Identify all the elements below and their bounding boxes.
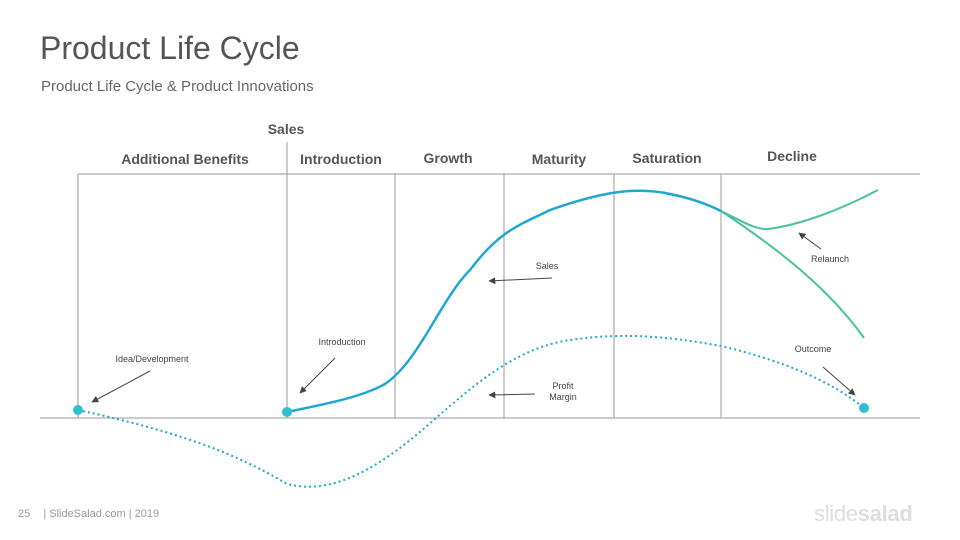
sales-arrow [488, 277, 553, 285]
relaunch-arrow [798, 232, 822, 250]
annotation-outcome: Outcome [795, 344, 832, 354]
page-title: Product Life Cycle [40, 30, 300, 66]
introduction-arrow [299, 357, 336, 394]
footer-credit: | SlideSalad.com | 2019 [43, 508, 160, 520]
phase-label-decline: Decline [767, 148, 817, 164]
slidesalad-logo: slidesalad [814, 501, 913, 527]
relaunch-curve [720, 189, 879, 231]
phase-label-additional-benefits: Additional Benefits [121, 151, 249, 167]
page-subtitle: Product Life Cycle & Product Innovations [41, 78, 314, 95]
profit-arrow [488, 391, 536, 399]
sales-axis-label: Sales [268, 121, 305, 137]
annotation-sales: Sales [536, 261, 559, 271]
annotation-profit: Profit [552, 381, 574, 391]
footer: 25 | SlideSalad.com | 2019 [18, 508, 159, 520]
page-number: 25 [18, 508, 31, 520]
sales-curve [286, 189, 722, 414]
outcome-arrow [822, 366, 856, 396]
annotation-margin: Margin [549, 392, 577, 402]
annotation-idea: Idea/Development [115, 354, 189, 364]
phase-label-growth: Growth [424, 150, 473, 166]
outcome-marker [859, 403, 869, 413]
decline-curve [720, 210, 865, 339]
idea-marker [73, 405, 83, 415]
annotation-introduction: Introduction [318, 337, 365, 347]
phase-label-introduction: Introduction [300, 151, 382, 167]
introduction-marker [282, 407, 292, 417]
logo-part-slide: slide [814, 501, 858, 526]
logo-part-salad: salad [857, 501, 913, 526]
phase-label-maturity: Maturity [532, 151, 587, 167]
phase-label-saturation: Saturation [632, 150, 701, 166]
phase-grid [40, 142, 920, 419]
annotation-relaunch: Relaunch [811, 254, 849, 264]
profit-margin-curve [77, 334, 865, 488]
idea-arrow [91, 370, 151, 403]
annotation-arrows [91, 232, 856, 403]
